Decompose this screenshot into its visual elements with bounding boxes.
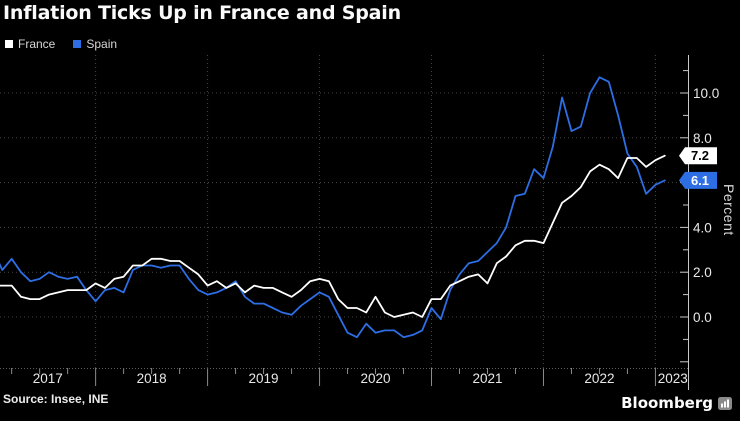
bloomberg-brand: Bloomberg [621,394,732,412]
x-year-label: 2020 [361,371,391,386]
y-tick-label: 2.0 [693,265,712,280]
france-swatch-icon [5,40,13,48]
bloomberg-logo-icon [718,396,732,410]
chart-axes [0,55,689,390]
spain-swatch-icon [73,40,82,48]
chart-gridlines [0,55,689,368]
x-year-label: 2022 [584,371,614,386]
legend-item-spain: Spain [73,37,117,51]
france-value-badge-label: 7.2 [691,148,709,163]
bloomberg-wordmark: Bloomberg [621,394,713,412]
y-tick-label: 10.0 [693,86,719,101]
france-value-badge [679,147,717,165]
y-tick-label: 4.0 [693,220,712,235]
spain-line [0,76,666,339]
legend-label-spain: Spain [86,37,118,51]
y-axis-title: Percent [721,184,737,236]
x-year-label: 2017 [33,371,63,386]
chart-value-badges: 6.1 7.2 [679,147,717,189]
legend: France Spain [5,37,117,51]
spain-value-badge-label: 6.1 [691,173,709,188]
source-note: Source: Insee, INE [3,392,109,406]
y-tick-label: 8.0 [693,131,712,146]
y-tick-label: 0.0 [693,310,712,325]
chart-title: Inflation Ticks Up in France and Spain [3,2,401,24]
x-year-label: 2023 [658,371,688,386]
legend-item-france: France [5,37,55,51]
x-year-label: 2018 [137,371,167,386]
x-year-label: 2019 [249,371,279,386]
x-year-label: 2021 [472,371,502,386]
france-line [0,154,666,318]
chart-series [0,76,666,339]
spain-value-badge [679,171,717,189]
legend-label-france: France [18,37,56,51]
chart-axis-labels: 10.0 8.0 4.0 2.0 0.0 2017 2018 2019 2020 2021 2022… [33,86,719,386]
